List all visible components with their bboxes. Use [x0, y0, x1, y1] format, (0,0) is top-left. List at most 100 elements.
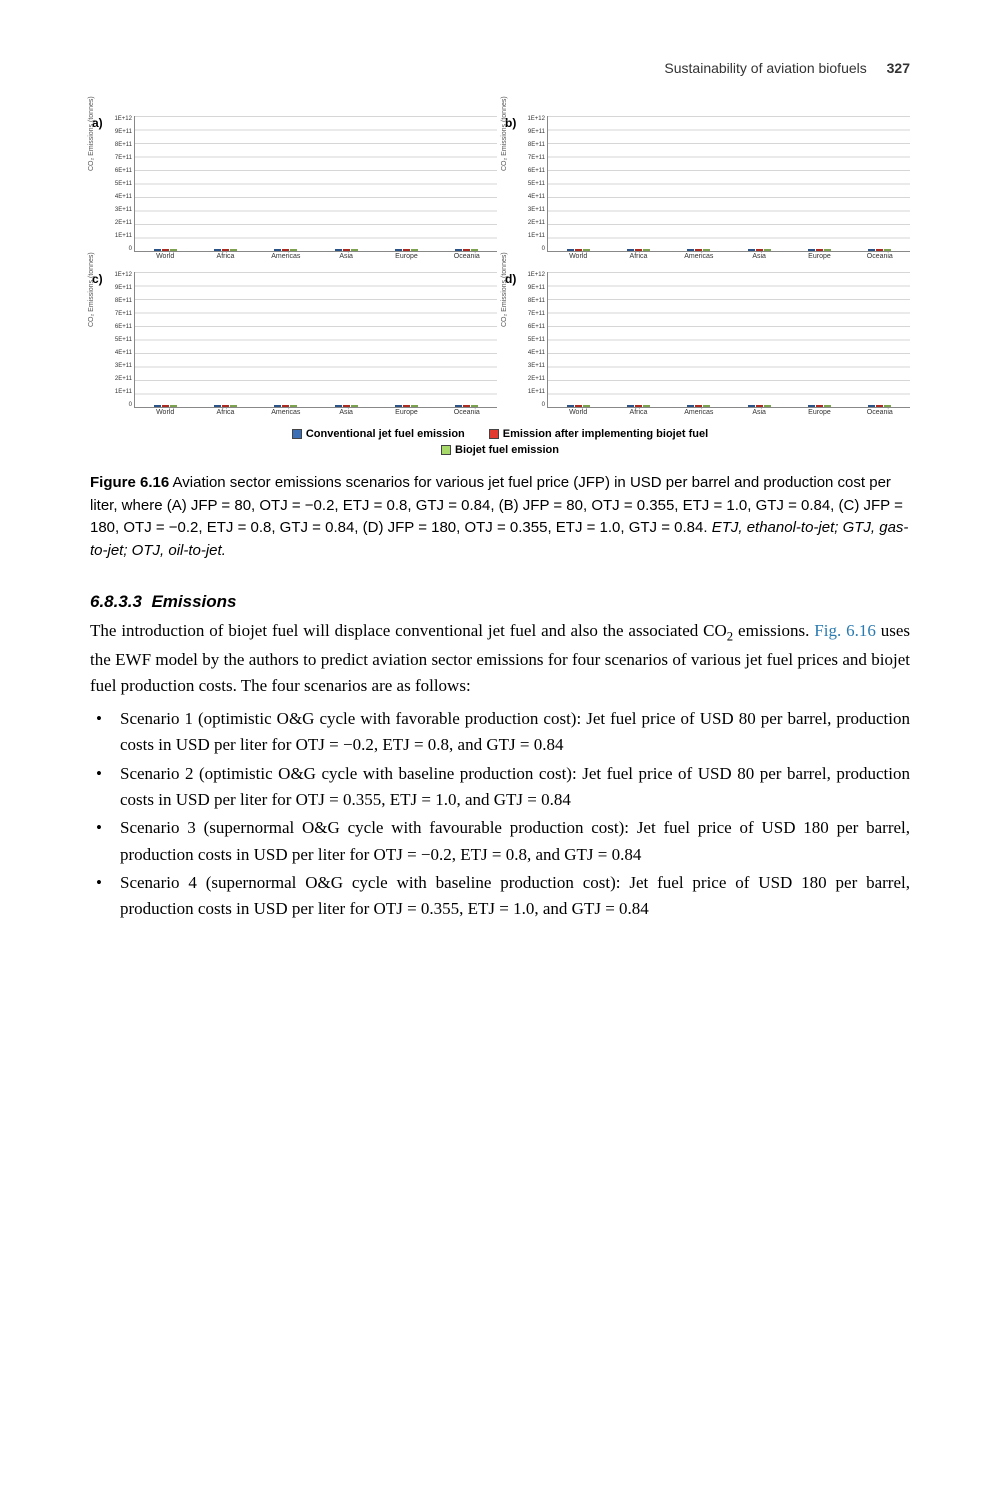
x-tick-label: Asia	[752, 409, 766, 416]
swatch-icon	[292, 429, 302, 439]
bar-biojet	[764, 249, 771, 251]
bar-after_biojet	[463, 405, 470, 407]
scenario-item: Scenario 4 (supernormal O&G cycle with b…	[90, 870, 910, 923]
bar-after_biojet	[222, 405, 229, 407]
x-tick-label: Asia	[339, 253, 353, 260]
bar-after_biojet	[876, 405, 883, 407]
x-tick-label: Oceania	[867, 409, 893, 416]
bar-conventional	[455, 405, 462, 407]
bar-after_biojet	[635, 405, 642, 407]
bar-biojet	[290, 405, 297, 407]
x-tick-label: Europe	[808, 253, 831, 260]
bar-group: Americas	[687, 249, 710, 251]
x-tick-label: Asia	[752, 253, 766, 260]
bar-group: World	[154, 249, 177, 251]
bar-conventional	[214, 249, 221, 251]
x-tick-label: Americas	[271, 409, 300, 416]
legend-label: Conventional jet fuel emission	[306, 428, 465, 440]
section-heading: 6.8.3.3 Emissions	[90, 592, 910, 612]
x-tick-label: Oceania	[454, 253, 480, 260]
bar-conventional	[808, 249, 815, 251]
bar-after_biojet	[756, 405, 763, 407]
bar-group: Asia	[335, 405, 358, 407]
legend-conventional: Conventional jet fuel emission	[292, 428, 465, 440]
bar-conventional	[627, 249, 634, 251]
bar-group: Africa	[627, 249, 650, 251]
x-tick-label: Europe	[808, 409, 831, 416]
bar-group: Oceania	[868, 405, 891, 407]
section-title: Emissions	[151, 592, 236, 611]
plot-area: WorldAfricaAmericasAsiaEuropeOceania	[134, 116, 497, 252]
bar-after_biojet	[876, 249, 883, 251]
x-tick-label: Asia	[339, 409, 353, 416]
x-tick-label: Americas	[271, 253, 300, 260]
figure-6-16: a)CO₂ Emissions (tonnes)1E+129E+118E+117…	[90, 116, 910, 562]
x-tick-label: World	[569, 253, 587, 260]
x-tick-label: World	[569, 409, 587, 416]
y-axis-ticks: 1E+129E+118E+117E+116E+115E+114E+113E+11…	[102, 116, 132, 252]
bar-conventional	[567, 249, 574, 251]
bar-biojet	[411, 249, 418, 251]
figure-label: Figure 6.16	[90, 474, 169, 491]
bar-group: World	[567, 405, 590, 407]
y-axis-ticks: 1E+129E+118E+117E+116E+115E+114E+113E+11…	[102, 272, 132, 408]
bar-conventional	[214, 405, 221, 407]
x-tick-label: Americas	[684, 253, 713, 260]
bar-conventional	[868, 405, 875, 407]
bar-after_biojet	[282, 405, 289, 407]
x-tick-label: Europe	[395, 253, 418, 260]
bar-conventional	[748, 249, 755, 251]
x-tick-label: World	[156, 253, 174, 260]
bar-group: Europe	[808, 249, 831, 251]
scenario-list: Scenario 1 (optimistic O&G cycle with fa…	[90, 706, 910, 923]
page-number: 327	[887, 60, 910, 76]
chart-panel-b: b)CO₂ Emissions (tonnes)1E+129E+118E+117…	[503, 116, 910, 266]
bar-after_biojet	[575, 405, 582, 407]
bar-conventional	[868, 249, 875, 251]
bar-biojet	[170, 249, 177, 251]
bar-group: Oceania	[868, 249, 891, 251]
bar-biojet	[884, 405, 891, 407]
x-tick-label: Oceania	[454, 409, 480, 416]
bar-conventional	[154, 405, 161, 407]
bar-biojet	[583, 405, 590, 407]
bar-conventional	[455, 249, 462, 251]
bar-biojet	[884, 249, 891, 251]
bar-group: Asia	[748, 249, 771, 251]
bar-group: Americas	[687, 405, 710, 407]
bar-group: World	[154, 405, 177, 407]
x-tick-label: Europe	[395, 409, 418, 416]
bar-group: World	[567, 249, 590, 251]
bar-conventional	[567, 405, 574, 407]
bar-conventional	[808, 405, 815, 407]
bar-after_biojet	[695, 249, 702, 251]
section-paragraph: The introduction of biojet fuel will dis…	[90, 618, 910, 700]
x-tick-label: Africa	[630, 253, 648, 260]
para-text: emissions.	[733, 621, 814, 640]
figure-reference: Fig. 6.16	[814, 621, 876, 640]
bar-group: Asia	[748, 405, 771, 407]
bar-conventional	[395, 249, 402, 251]
swatch-icon	[489, 429, 499, 439]
bar-conventional	[687, 249, 694, 251]
swatch-icon	[441, 445, 451, 455]
bar-after_biojet	[635, 249, 642, 251]
bar-after_biojet	[162, 405, 169, 407]
bar-conventional	[335, 249, 342, 251]
figure-caption: Figure 6.16 Aviation sector emissions sc…	[90, 472, 910, 562]
bar-after_biojet	[816, 405, 823, 407]
bar-group: Africa	[214, 249, 237, 251]
bar-biojet	[351, 249, 358, 251]
bar-conventional	[395, 405, 402, 407]
bar-after_biojet	[222, 249, 229, 251]
bar-after_biojet	[343, 405, 350, 407]
legend-biojet: Biojet fuel emission	[90, 444, 910, 456]
bar-biojet	[583, 249, 590, 251]
y-axis-ticks: 1E+129E+118E+117E+116E+115E+114E+113E+11…	[515, 272, 545, 408]
bar-after_biojet	[162, 249, 169, 251]
para-text: The introduction of biojet fuel will dis…	[90, 621, 727, 640]
x-tick-label: Americas	[684, 409, 713, 416]
bar-biojet	[643, 405, 650, 407]
bar-biojet	[703, 405, 710, 407]
x-tick-label: Oceania	[867, 253, 893, 260]
